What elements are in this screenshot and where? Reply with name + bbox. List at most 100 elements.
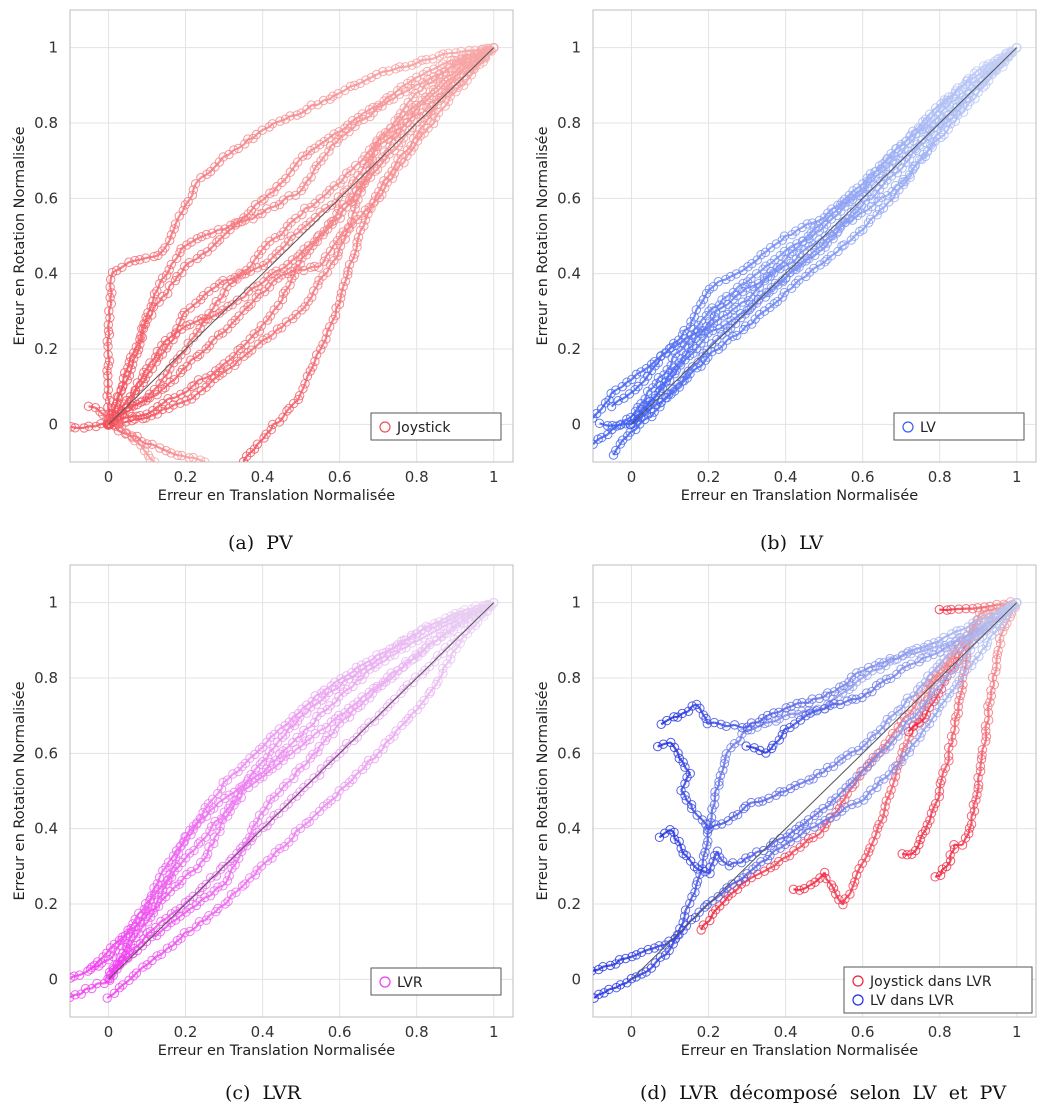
trajectory-segment bbox=[295, 213, 303, 220]
trajectory-segment bbox=[395, 66, 401, 70]
trajectory-segment bbox=[350, 214, 354, 222]
trajectory-segment bbox=[128, 975, 135, 982]
trajectory-segment bbox=[789, 250, 794, 255]
trajectory-segment bbox=[406, 116, 413, 124]
data-point bbox=[333, 251, 343, 261]
trajectory-segment bbox=[776, 263, 782, 269]
trajectory-segment bbox=[244, 338, 252, 346]
trajectory-segment bbox=[221, 327, 229, 334]
trajectory-segment bbox=[88, 405, 96, 409]
trajectory-segment bbox=[342, 280, 347, 287]
data-point bbox=[666, 342, 676, 353]
data-point bbox=[489, 597, 499, 608]
trajectory-segment bbox=[886, 175, 893, 181]
trajectory-segment bbox=[184, 930, 191, 934]
trajectory-segment bbox=[205, 809, 212, 817]
data-point bbox=[227, 853, 237, 864]
data-point bbox=[370, 166, 380, 177]
trajectory-segment bbox=[211, 792, 219, 801]
trajectory-segment bbox=[879, 207, 884, 211]
trajectory-segment bbox=[421, 58, 427, 62]
data-point bbox=[367, 155, 378, 165]
trajectory-segment bbox=[415, 629, 422, 635]
data-point bbox=[338, 676, 348, 686]
trajectory-segment bbox=[113, 986, 121, 995]
data-point bbox=[406, 630, 417, 641]
data-point bbox=[195, 455, 206, 462]
trajectory-segment bbox=[191, 384, 195, 388]
trajectory-segment bbox=[440, 632, 448, 638]
trajectory-segment bbox=[318, 230, 325, 237]
data-point bbox=[230, 218, 240, 228]
data-point bbox=[681, 350, 691, 360]
trajectory-segment bbox=[665, 393, 670, 399]
trajectory-segment bbox=[382, 651, 388, 658]
data-point bbox=[309, 261, 320, 272]
trajectory-segment bbox=[416, 73, 424, 79]
data-point bbox=[187, 190, 198, 200]
data-point bbox=[165, 235, 175, 246]
data-point bbox=[361, 75, 371, 85]
data-point bbox=[196, 231, 207, 242]
trajectory-segment bbox=[126, 952, 134, 959]
data-point bbox=[176, 350, 186, 360]
trajectory-segment bbox=[344, 124, 349, 130]
data-point bbox=[225, 856, 235, 867]
data-point bbox=[840, 894, 850, 904]
trajectory-segment bbox=[216, 238, 221, 243]
data-point bbox=[359, 178, 369, 189]
trajectory-segment bbox=[247, 209, 253, 215]
data-point bbox=[345, 195, 355, 206]
trajectory-segment bbox=[621, 435, 629, 442]
trajectory-segment bbox=[844, 200, 851, 208]
data-point bbox=[399, 133, 409, 143]
data-point bbox=[292, 264, 303, 275]
trajectory-segment bbox=[161, 386, 166, 391]
trajectory-segment bbox=[275, 753, 281, 761]
data-point bbox=[135, 410, 145, 421]
data-point bbox=[122, 375, 133, 385]
data-point bbox=[310, 143, 320, 153]
x-axis-label: Erreur en Translation Normalisée bbox=[681, 488, 918, 500]
data-point bbox=[972, 80, 982, 90]
x-tick-label: 0 bbox=[627, 1023, 637, 1041]
data-point bbox=[717, 329, 727, 340]
data-point bbox=[127, 359, 138, 370]
data-point bbox=[280, 114, 291, 124]
data-point bbox=[129, 436, 140, 446]
trajectory-segment bbox=[256, 865, 263, 871]
data-point bbox=[338, 200, 348, 210]
data-point bbox=[443, 48, 454, 59]
trajectory-segment bbox=[165, 269, 171, 276]
trajectory-segment bbox=[253, 284, 259, 289]
data-point bbox=[698, 920, 709, 930]
trajectory-segment bbox=[158, 295, 164, 303]
trajectory-segment bbox=[301, 305, 306, 311]
trajectory-segment bbox=[362, 175, 369, 182]
data-point bbox=[124, 370, 135, 381]
data-point bbox=[842, 789, 852, 799]
data-point bbox=[335, 241, 346, 251]
trajectory-segment bbox=[279, 245, 286, 252]
trajectory-segment bbox=[344, 85, 352, 92]
data-point bbox=[429, 622, 440, 632]
data-point bbox=[299, 181, 309, 192]
trajectory-segment bbox=[773, 300, 778, 305]
data-point bbox=[128, 401, 138, 411]
trajectory-segment bbox=[807, 232, 813, 237]
data-point bbox=[759, 306, 770, 316]
data-point bbox=[754, 282, 765, 292]
data-point bbox=[226, 220, 236, 230]
data-point bbox=[611, 421, 622, 431]
trajectory-segment bbox=[269, 759, 277, 764]
trajectory-segment bbox=[286, 407, 290, 412]
data-point bbox=[660, 348, 671, 358]
data-point bbox=[350, 249, 360, 259]
data-point bbox=[669, 363, 680, 373]
data-point bbox=[309, 773, 319, 783]
trajectory-segment bbox=[153, 888, 160, 896]
trajectory-segment bbox=[726, 298, 734, 306]
trajectory-segment bbox=[858, 187, 865, 193]
data-point bbox=[912, 694, 922, 704]
data-point bbox=[277, 294, 288, 305]
